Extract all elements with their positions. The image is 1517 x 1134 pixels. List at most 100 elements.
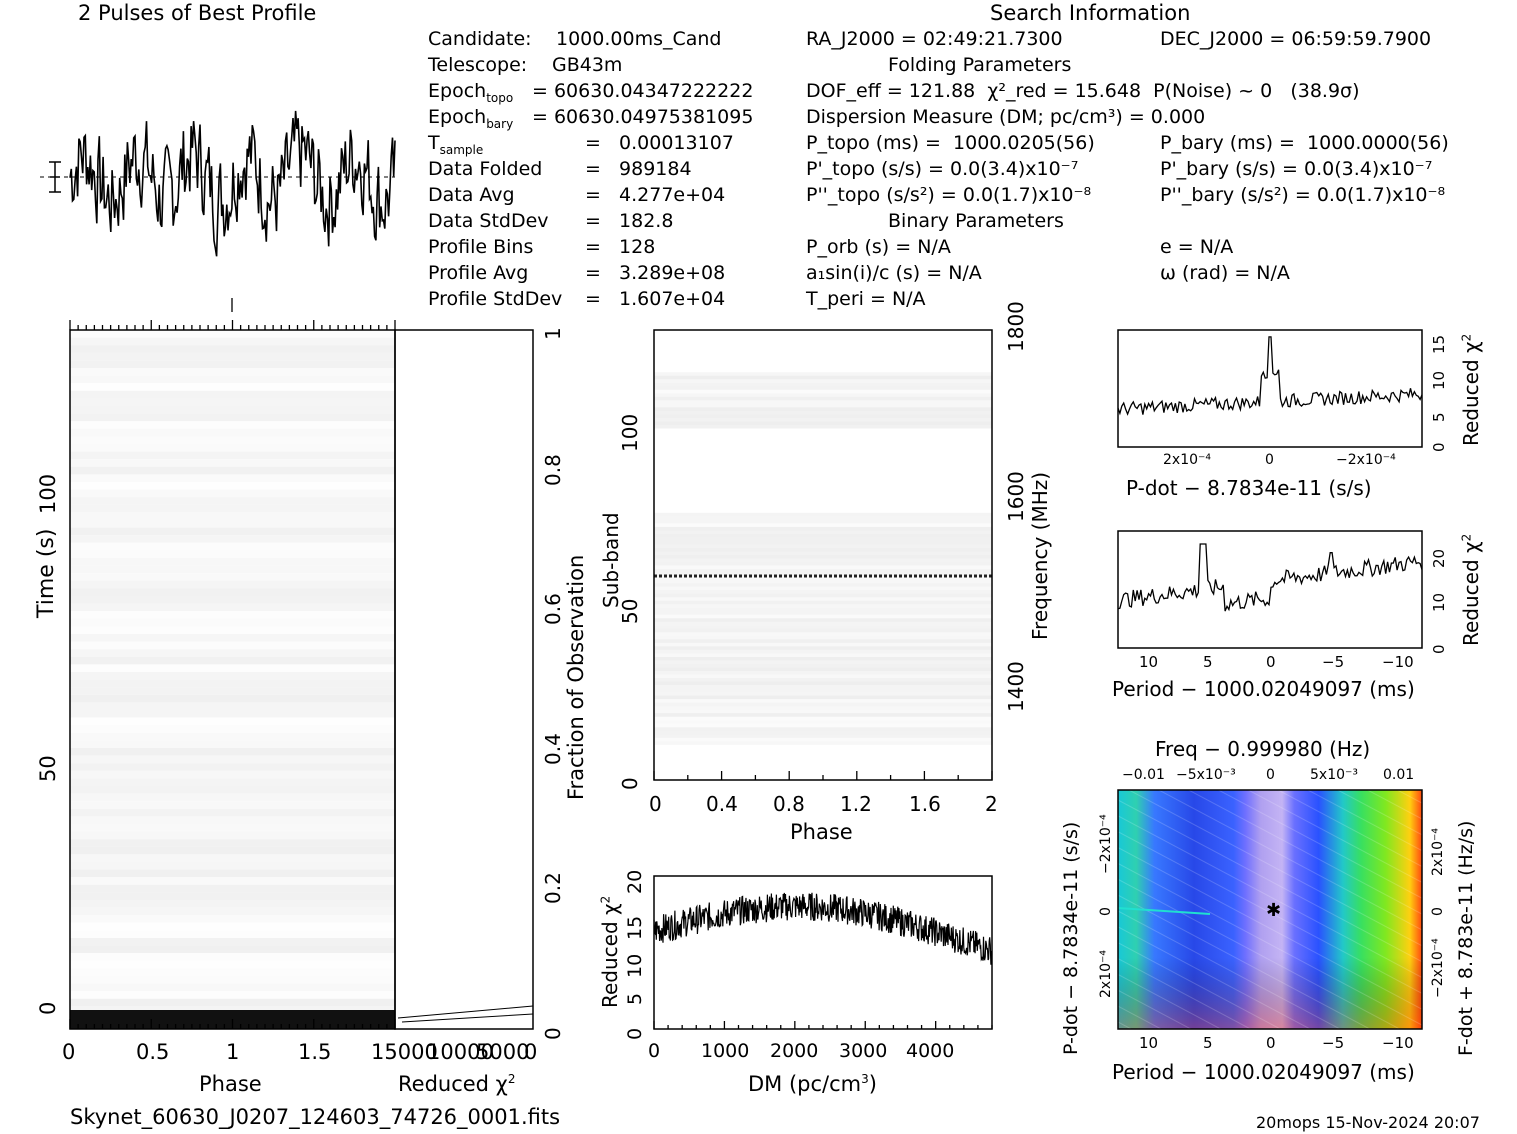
subband-row: [654, 340, 992, 345]
tp-row: [70, 740, 395, 748]
tp-row: [70, 938, 395, 946]
tp-row: [70, 839, 395, 847]
subband-row: [654, 533, 992, 538]
phase-tick-1-5: 1.5: [298, 1040, 332, 1064]
subband-row: [654, 635, 992, 640]
tp-row: [70, 375, 395, 384]
tp-row: [70, 603, 395, 612]
tp-row: [70, 725, 395, 733]
subband-row: [654, 663, 992, 668]
ppdot-x-tick-neg5: −5: [1322, 1034, 1345, 1052]
dm-x-tick-2000: 2000: [770, 1040, 819, 1062]
subband-row: [654, 547, 992, 552]
tsample-label: Tsample: [428, 132, 484, 157]
subband-row: [654, 526, 992, 531]
tp-row: [70, 732, 395, 741]
subband-row: [654, 470, 992, 475]
ppdot-x-axis-label: Period − 1000.02049097 (ms): [1112, 1060, 1415, 1084]
ppdot-x-tick-10: 10: [1139, 1034, 1159, 1052]
fraction-tick-1: 1: [541, 327, 565, 340]
fraction-tick-0-2: 0.2: [541, 872, 565, 904]
tp-row: [70, 672, 395, 680]
ppdot-best-marker: ✱: [1266, 900, 1281, 921]
pdot-y-tick-10: 10: [1430, 370, 1448, 390]
period-x-tick-10: 10: [1139, 653, 1159, 671]
tp-row: [70, 679, 395, 688]
subband-row: [654, 751, 992, 756]
tp-row: [70, 482, 395, 490]
dm-chi2-plot: [653, 875, 993, 1030]
dec-line: DEC_J2000 = 06:59:59.7900: [1160, 28, 1432, 50]
profile-stddev-value: = 1.607e+04: [585, 288, 726, 310]
ppdot-top-tick-5e3: 5x10⁻³: [1310, 767, 1359, 783]
subband-row: [654, 621, 992, 626]
subband-row: [654, 558, 992, 563]
subband-row: [654, 604, 992, 609]
fraction-tick-0-6: 0.6: [541, 593, 565, 625]
telescope-value: GB43m: [552, 54, 623, 76]
subband-row: [654, 354, 992, 359]
tp-row: [70, 778, 395, 786]
tp-row: [70, 907, 395, 916]
phase-tick-1: 1: [226, 1040, 240, 1064]
tp-row: [70, 960, 395, 969]
tp-row: [70, 626, 395, 634]
subband-row: [654, 692, 992, 696]
tp-row: [70, 702, 395, 710]
tp-row: [70, 345, 395, 353]
subband-row: [654, 386, 992, 391]
tp-row: [70, 428, 395, 437]
subband-row: [654, 744, 992, 749]
ppdot-x-tick-neg10: −10: [1382, 1034, 1414, 1052]
tp-row: [70, 862, 395, 870]
profile-title: 2 Pulses of Best Profile: [78, 1, 317, 25]
tp-row: [70, 413, 395, 422]
tp-row: [70, 922, 395, 931]
fraction-axis-label: Fraction of Observation: [564, 554, 588, 800]
phase-tick-0-5: 0.5: [136, 1040, 170, 1064]
ppdot-y-tick-neg: −2x10⁻⁴: [1098, 814, 1114, 874]
ppdot-heatmap: ✱: [1117, 789, 1423, 1030]
tp-row: [70, 641, 395, 650]
profile-line: [69, 110, 396, 257]
subband-row: [654, 516, 992, 521]
subband-row: [654, 551, 992, 556]
subband-row: [654, 438, 992, 443]
subband-tick-100: 100: [618, 413, 642, 452]
tp-row: [70, 900, 395, 908]
tp-row: [70, 968, 395, 976]
subband-row: [654, 403, 992, 408]
subband-row: [654, 396, 992, 401]
dm-y-tick-5: 5: [624, 992, 646, 1005]
subband-row: [654, 656, 992, 661]
chi2-axis-label: Reduced χ2: [398, 1072, 516, 1096]
tp-row: [70, 748, 395, 756]
tp-row: [70, 953, 395, 961]
tp-row: [70, 436, 395, 444]
subband-row: [654, 685, 992, 689]
tp-row: [70, 877, 395, 885]
tp-row: [70, 527, 395, 536]
subband-row: [654, 407, 992, 412]
tp-row: [70, 596, 395, 604]
tp-row: [70, 770, 395, 779]
subband-row: [654, 614, 992, 619]
tp-row: [70, 451, 395, 460]
ppdot-y-tick-0: 0: [1098, 907, 1114, 916]
subband-row: [654, 649, 992, 654]
ptopo-line: P_topo (ms) = 1000.0205(56): [806, 132, 1095, 154]
tp-row: [70, 664, 395, 672]
pdot-chi2-plot: [1117, 329, 1423, 448]
time-tick-50: 50: [36, 755, 60, 782]
subband-row: [654, 330, 992, 334]
subband-row: [654, 586, 992, 591]
subband-row: [654, 449, 992, 454]
tp-row: [70, 444, 395, 452]
subband-row: [654, 379, 992, 384]
subband-row: [654, 618, 992, 623]
subband-row: [654, 344, 992, 348]
tp-row: [70, 854, 395, 862]
chi2-tick-5000: 5000: [476, 1040, 530, 1064]
binary-title: Binary Parameters: [888, 210, 1064, 232]
tp-row: [70, 406, 395, 414]
